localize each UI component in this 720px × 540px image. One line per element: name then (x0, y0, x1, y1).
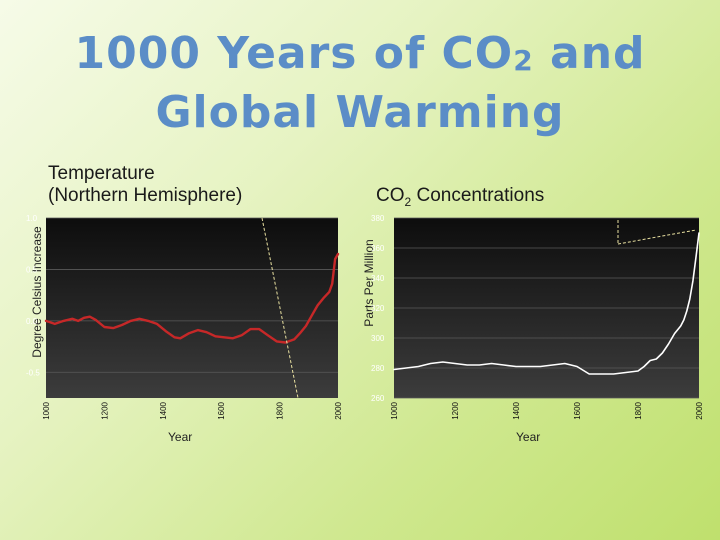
x-tick-label: 1200 (100, 401, 109, 419)
y-tick-label: 320 (371, 304, 385, 313)
x-tick-label: 1800 (634, 401, 643, 419)
co2-chart: 380 360 340 320 300 280 260 1000 1200 1400 1600 180… (371, 214, 704, 420)
x-tick-label: 1400 (512, 401, 521, 419)
x-tick-label: 2000 (695, 401, 704, 419)
x-tick-label: 1600 (217, 401, 226, 419)
plot-area (46, 218, 338, 398)
y-tick-label: 340 (371, 274, 385, 283)
y-tick-label: 0.0 (26, 317, 38, 326)
data-line (393, 232, 700, 375)
x-tick-label: 1400 (159, 401, 168, 419)
co2-x-axis-label: Year (516, 430, 541, 444)
y-tick-label: 300 (371, 334, 385, 343)
y-tick-label: -0.5 (26, 368, 40, 377)
temperature-chart: 1.0 0.5 0.0 -0.5 1000 1200 1400 1600 1800 2000 (26, 214, 343, 420)
co2-chart-title: CO2 Concentrations (376, 185, 545, 209)
y-tick-label: 260 (371, 394, 385, 403)
x-tick-label: 1200 (451, 401, 460, 419)
x-tick-label: 1800 (276, 401, 285, 419)
data-line (44, 252, 340, 344)
x-tick-label: 1600 (573, 401, 582, 419)
y-tick-label: 360 (371, 244, 385, 253)
annotation-line (617, 229, 697, 245)
x-tick-label: 2000 (334, 401, 343, 419)
y-tick-label: 1.0 (26, 214, 38, 223)
slide-title-line1: 1000 Years of CO2 and (74, 28, 646, 79)
temperature-chart-title: Temperature (Northern Hemisphere) (48, 163, 243, 206)
x-tick-label: 1000 (390, 401, 399, 419)
slide-title-line2: Global Warming (155, 87, 565, 138)
y-tick-label: 0.5 (26, 265, 38, 274)
slide-title: 1000 Years of CO2 and Global Warming (0, 28, 720, 139)
annotation-line (261, 217, 299, 399)
temperature-x-axis-label: Year (168, 430, 193, 444)
x-tick-label: 1000 (42, 401, 51, 419)
y-tick-label: 380 (371, 214, 385, 223)
y-tick-label: 280 (371, 364, 385, 373)
